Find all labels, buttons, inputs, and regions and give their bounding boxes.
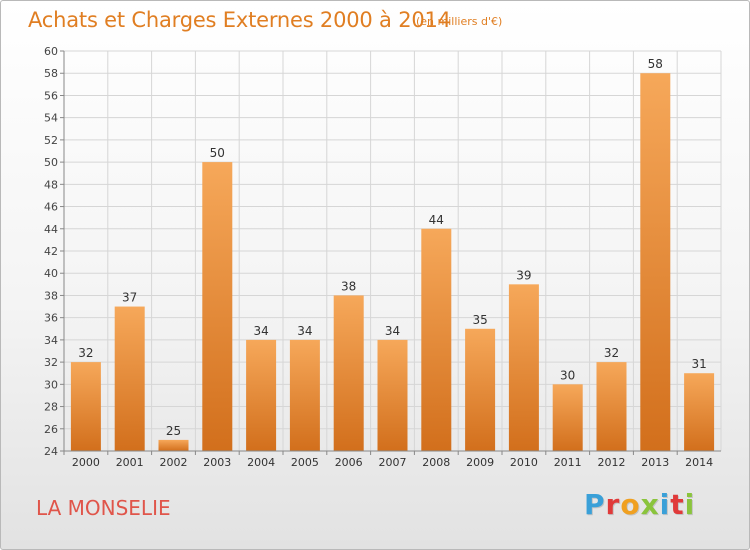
data-label-2011: 30 — [560, 368, 575, 382]
data-label-2002: 25 — [166, 424, 181, 438]
y-tick-label: 44 — [44, 223, 58, 236]
x-tick-label-2004: 2004 — [247, 456, 275, 469]
y-tick-label: 32 — [44, 356, 58, 369]
bar-2009 — [465, 328, 496, 451]
y-tick-label: 26 — [44, 423, 58, 436]
data-label-2010: 39 — [516, 268, 531, 282]
chart-unit-note: (en milliers d'€) — [416, 15, 503, 28]
y-tick-label: 40 — [44, 267, 58, 280]
x-tick-label-2001: 2001 — [116, 456, 144, 469]
y-tick-label: 34 — [44, 334, 58, 347]
bar-2014 — [684, 373, 715, 451]
bar-2000 — [70, 362, 101, 451]
bar-2002 — [158, 439, 189, 451]
data-label-2013: 58 — [648, 57, 663, 71]
y-tick-label: 60 — [44, 45, 58, 58]
commune-name: LA MONSELIE — [36, 496, 171, 520]
data-label-2001: 37 — [122, 291, 137, 305]
bar-2006 — [333, 295, 364, 451]
x-tick-label-2012: 2012 — [598, 456, 626, 469]
y-tick-label: 42 — [44, 245, 58, 258]
y-tick-label: 54 — [44, 112, 58, 125]
bar-2013 — [640, 73, 671, 451]
bar-2010 — [508, 284, 539, 451]
x-tick-label-2003: 2003 — [203, 456, 231, 469]
x-tick-label-2011: 2011 — [554, 456, 582, 469]
data-label-2005: 34 — [297, 324, 312, 338]
bar-2007 — [377, 339, 408, 451]
data-label-2012: 32 — [604, 346, 619, 360]
bar-2001 — [114, 306, 145, 451]
x-tick-label-2010: 2010 — [510, 456, 538, 469]
y-tick-label: 48 — [44, 178, 58, 191]
y-tick-label: 24 — [44, 445, 58, 458]
y-tick-label: 30 — [44, 378, 58, 391]
y-tick-label: 36 — [44, 312, 58, 325]
bar-2005 — [289, 339, 320, 451]
y-tick-label: 28 — [44, 401, 58, 414]
bar-2012 — [596, 362, 627, 451]
data-label-2014: 31 — [691, 357, 706, 371]
y-tick-label: 38 — [44, 289, 58, 302]
data-label-2007: 34 — [385, 324, 400, 338]
x-tick-label-2000: 2000 — [72, 456, 100, 469]
x-tick-label-2002: 2002 — [160, 456, 188, 469]
bar-2003 — [202, 162, 233, 451]
x-tick-label-2008: 2008 — [422, 456, 450, 469]
bar-2004 — [246, 339, 277, 451]
data-label-2008: 44 — [429, 213, 444, 227]
x-tick-label-2007: 2007 — [379, 456, 407, 469]
y-tick-label: 50 — [44, 156, 58, 169]
data-label-2006: 38 — [341, 279, 356, 293]
data-label-2003: 50 — [210, 146, 225, 160]
y-tick-label: 56 — [44, 89, 58, 102]
data-label-2000: 32 — [78, 346, 93, 360]
x-tick-label-2013: 2013 — [641, 456, 669, 469]
x-tick-label-2006: 2006 — [335, 456, 363, 469]
x-tick-label-2005: 2005 — [291, 456, 319, 469]
x-tick-label-2009: 2009 — [466, 456, 494, 469]
data-label-2009: 35 — [472, 313, 487, 327]
y-tick-label: 46 — [44, 201, 58, 214]
y-tick-label: 52 — [44, 134, 58, 147]
bar-2008 — [421, 228, 452, 451]
x-tick-label-2014: 2014 — [685, 456, 713, 469]
data-label-2004: 34 — [253, 324, 268, 338]
y-tick-label: 58 — [44, 67, 58, 80]
bar-2011 — [552, 384, 583, 451]
chart-title: Achats et Charges Externes 2000 à 2014 — [28, 8, 451, 32]
proxiti-logo: Proxiti — [584, 488, 696, 521]
